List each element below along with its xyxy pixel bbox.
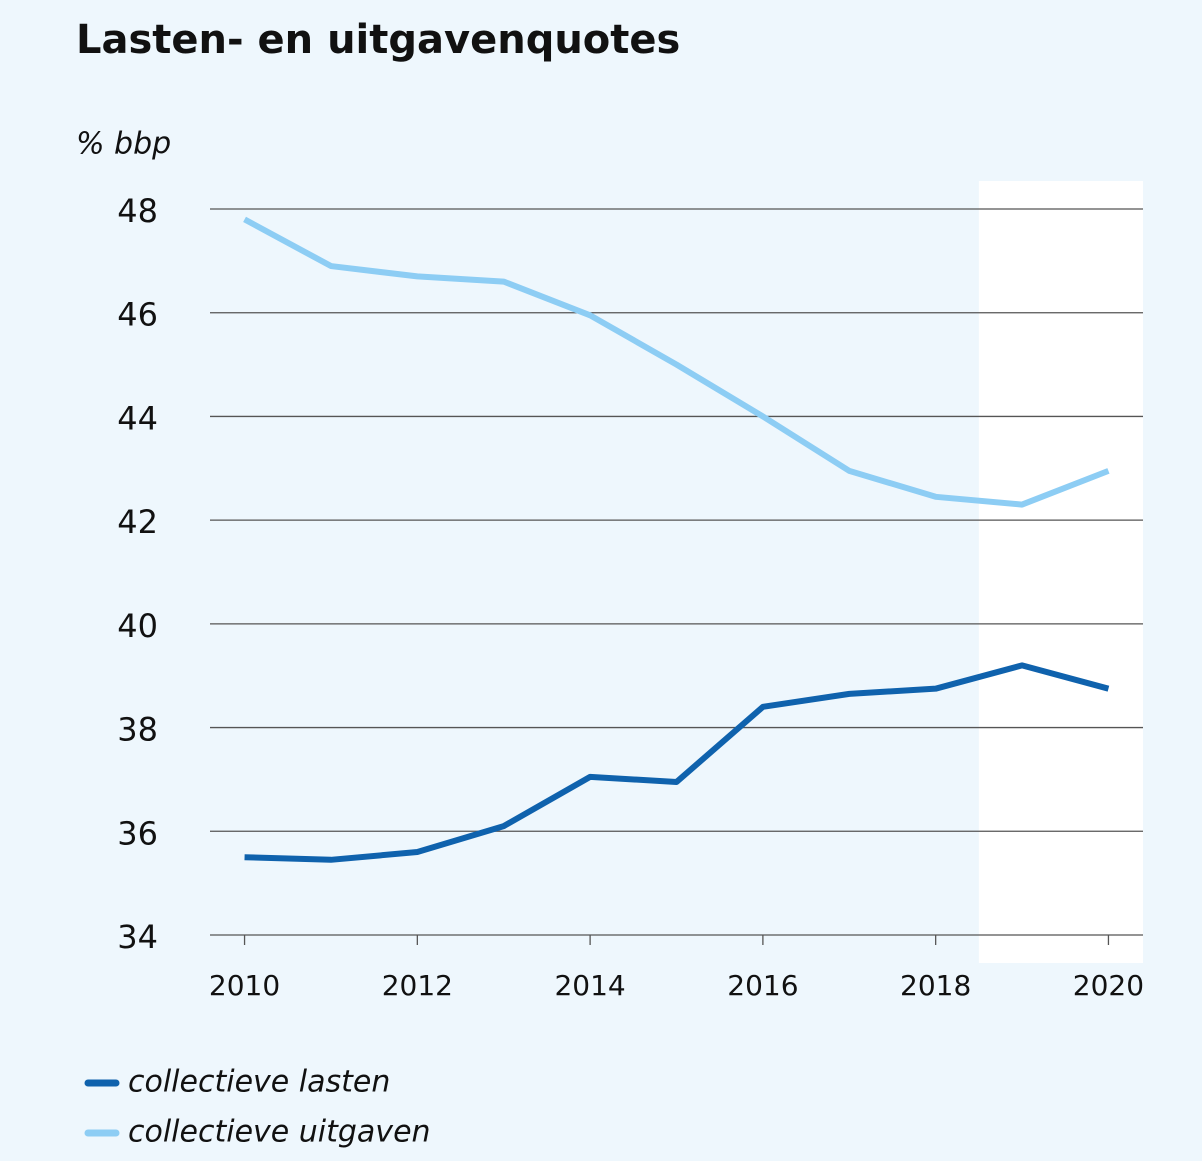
y-tick-label: 36 (117, 814, 158, 852)
x-tick-label: 2020 (1073, 969, 1144, 1002)
legend-label: collectieve uitgaven (128, 1115, 431, 1150)
y-axis-label: % bbp (76, 127, 171, 162)
x-tick-label: 2010 (209, 969, 280, 1002)
shaded-region (978, 181, 1143, 963)
y-tick-label: 40 (117, 607, 158, 645)
y-tick-label: 46 (117, 296, 158, 334)
x-tick-label: 2012 (382, 969, 453, 1002)
legend-label: collectieve lasten (128, 1065, 390, 1100)
y-tick-label: 42 (117, 503, 158, 541)
y-tick-label: 34 (117, 918, 158, 956)
y-tick-label: 44 (117, 399, 158, 437)
y-tick-label: 38 (117, 711, 158, 749)
data-line (244, 662, 1110, 863)
x-tick-label: 2014 (554, 969, 625, 1002)
chart-title: Lasten- en uitgavenquotes (76, 17, 680, 63)
x-tick-label: 2018 (900, 969, 971, 1002)
x-tick-label: 2016 (727, 969, 798, 1002)
y-tick-label: 48 (117, 192, 158, 230)
data-line (243, 216, 1110, 508)
